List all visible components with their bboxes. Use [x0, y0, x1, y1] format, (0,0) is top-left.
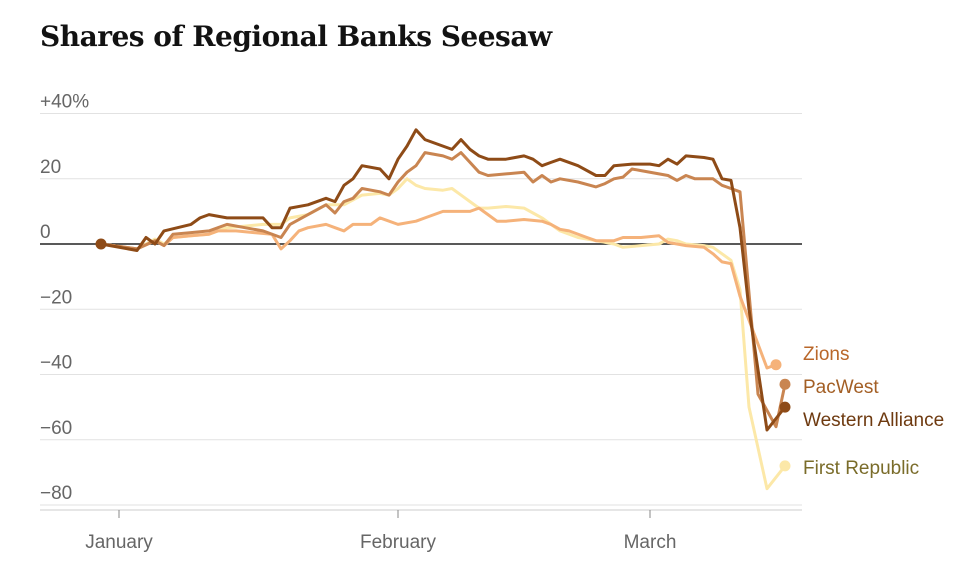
x-tick-label: February: [360, 532, 437, 553]
y-tick-label: 0: [40, 222, 51, 243]
series-line-western-alliance: [99, 128, 787, 432]
y-tick-label: 20: [40, 157, 61, 178]
series-label: First Republic: [803, 458, 919, 479]
series-label: PacWest: [803, 377, 879, 398]
x-axis-ticks: January February March: [85, 510, 676, 553]
series-end-marker: [779, 460, 791, 472]
series-line-first-republic: [99, 177, 787, 491]
y-tick-label: +40%: [40, 92, 89, 113]
series-end-marker: [770, 359, 782, 371]
series-line-zions: [99, 206, 778, 370]
y-axis-ticks: +40% 20 0 −20 −40 −60 −80: [40, 92, 89, 505]
series-lines: [95, 128, 791, 491]
gridlines: [40, 113, 802, 511]
series-end-marker: [779, 378, 791, 390]
series-line-pacwest: [99, 151, 787, 429]
series-labels: Zions PacWest Western Alliance First Republ…: [803, 344, 944, 479]
chart-title: Shares of Regional Banks Seesaw: [40, 20, 552, 53]
series-end-marker: [779, 401, 791, 413]
series-label: Western Alliance: [803, 410, 944, 431]
x-tick-label: March: [624, 532, 677, 553]
series-start-marker: [95, 238, 107, 250]
y-tick-label: −40: [40, 353, 72, 374]
x-tick-label: January: [85, 532, 153, 553]
y-tick-label: −20: [40, 287, 72, 308]
y-tick-label: −80: [40, 483, 72, 504]
series-label: Zions: [803, 344, 849, 365]
y-tick-label: −60: [40, 418, 72, 439]
